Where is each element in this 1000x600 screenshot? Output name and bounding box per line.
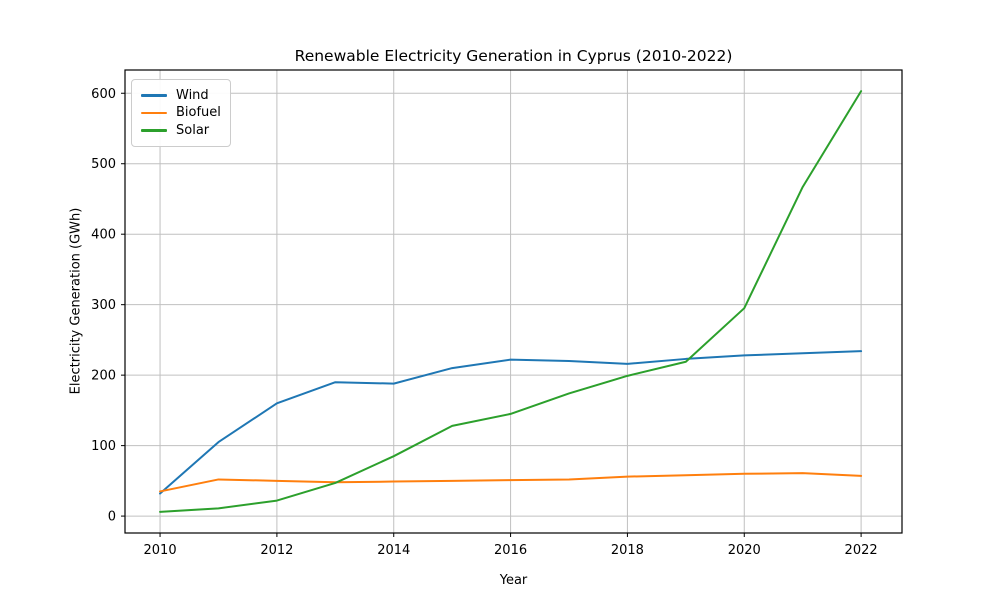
biofuel-line [159, 472, 863, 493]
x-tick-label: 2014 [377, 543, 410, 558]
y-tick-label: 200 [91, 369, 116, 384]
y-tick-label: 600 [91, 87, 116, 102]
legend-item-biofuel: Biofuel [141, 104, 221, 121]
x-tick-label: 2016 [494, 543, 527, 558]
legend-item-wind: Wind [141, 87, 220, 104]
y-tick-label: 300 [91, 298, 116, 313]
x-tick-label: 2022 [845, 543, 878, 558]
x-tick-label: 2018 [611, 543, 644, 558]
legend: Wind Biofuel Solar [131, 79, 231, 147]
chart-title: Renewable Electricity Generation in Cypr… [294, 47, 733, 65]
y-tick-label: 100 [91, 439, 116, 454]
legend-label-solar: Solar [176, 122, 210, 138]
solar-line [159, 90, 863, 513]
plot-frame [124, 69, 903, 534]
wind-line [159, 350, 863, 495]
y-tick-label: 0 [108, 510, 116, 525]
x-axis-label: Year [499, 573, 528, 588]
biofuel-line-swatch [141, 111, 167, 115]
y-axis-label: Electricity Generation (GWh) [68, 207, 84, 395]
x-tick-label: 2010 [144, 543, 177, 558]
legend-item-solar: Solar [141, 122, 220, 139]
solar-line-swatch [141, 129, 167, 132]
y-tick-label: 400 [91, 228, 116, 243]
legend-label-wind: Wind [176, 88, 209, 104]
legend-label-biofuel: Biofuel [176, 105, 221, 121]
y-tick-label: 500 [91, 157, 116, 172]
x-tick-label: 2020 [728, 543, 761, 558]
wind-line-swatch [141, 94, 167, 97]
x-tick-label: 2012 [260, 543, 293, 558]
